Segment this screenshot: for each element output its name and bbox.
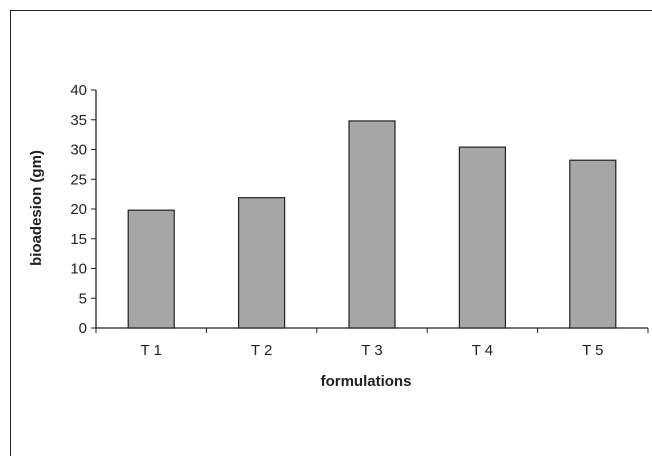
y-tick-label: 20: [70, 201, 87, 218]
y-tick-label: 40: [70, 82, 87, 99]
bar-t5: [569, 159, 617, 329]
bar-t1: [127, 209, 175, 329]
bar-t2: [238, 197, 286, 329]
y-axis-label: bioadesion (gm): [28, 150, 45, 266]
y-tick-label: 35: [70, 112, 87, 129]
figure-frame: [10, 10, 652, 456]
bars-group: [127, 120, 617, 329]
y-tick-label: 0: [79, 320, 87, 337]
x-axis-label: formulations: [321, 373, 412, 390]
y-tick-label: 30: [70, 142, 87, 159]
x-tick-label: T 5: [582, 342, 603, 359]
y-tick-label: 15: [70, 231, 87, 248]
bar-t3: [348, 120, 396, 329]
y-tick-label: 25: [70, 171, 87, 188]
x-tick-label: T 4: [472, 342, 493, 359]
x-tick-label: T 1: [140, 342, 161, 359]
x-tick-labels: T 1 T 2 T 3 T 4 T 5: [140, 342, 603, 359]
y-tick-labels: 0 5 10 15 20 25 30 35 40: [70, 82, 87, 337]
y-tick-label: 5: [79, 290, 87, 307]
y-tick-label: 10: [70, 261, 87, 278]
x-tick-label: T 2: [251, 342, 272, 359]
bar-t4: [458, 146, 506, 329]
x-tick-label: T 3: [361, 342, 382, 359]
